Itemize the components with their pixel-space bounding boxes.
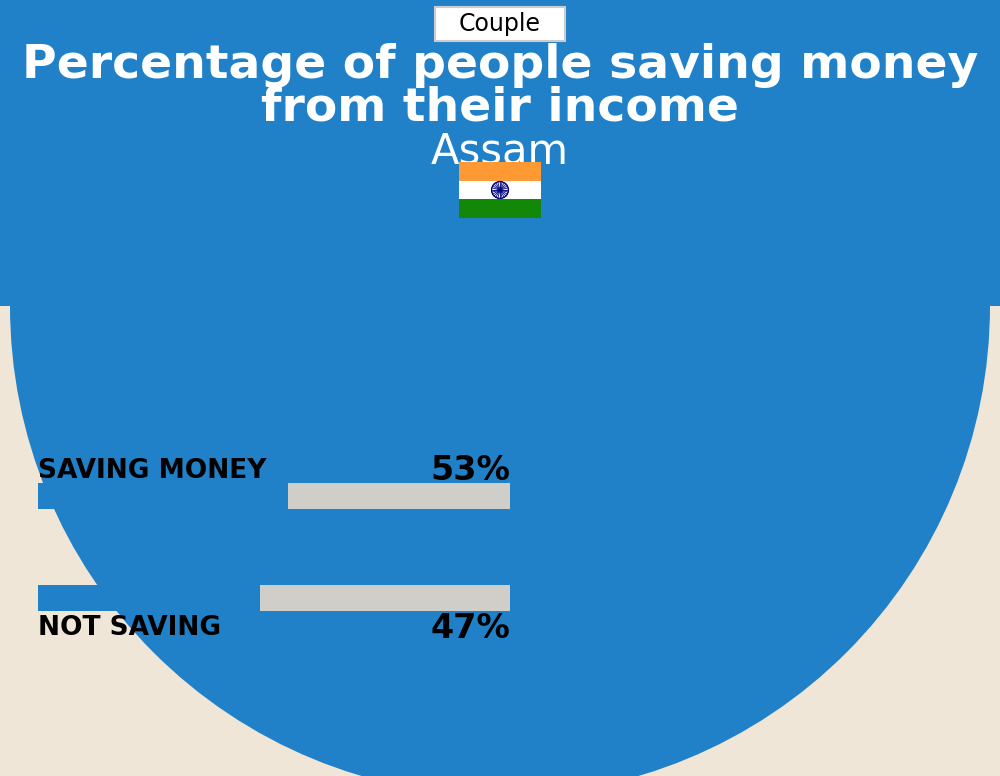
FancyBboxPatch shape — [0, 0, 1000, 306]
Text: Assam: Assam — [431, 131, 569, 173]
Text: 47%: 47% — [430, 611, 510, 645]
Bar — [38, 483, 510, 509]
Circle shape — [499, 189, 501, 191]
Circle shape — [10, 0, 990, 776]
Bar — [38, 585, 260, 611]
FancyBboxPatch shape — [435, 7, 565, 41]
Bar — [38, 585, 510, 611]
Text: 53%: 53% — [430, 455, 510, 487]
Text: SAVING MONEY: SAVING MONEY — [38, 458, 266, 484]
Text: from their income: from their income — [261, 85, 739, 130]
Text: NOT SAVING: NOT SAVING — [38, 615, 221, 641]
Bar — [38, 483, 288, 509]
Bar — [459, 162, 541, 181]
Text: Percentage of people saving money: Percentage of people saving money — [22, 43, 978, 88]
Bar — [459, 199, 541, 218]
Bar — [459, 181, 541, 199]
Text: Couple: Couple — [459, 12, 541, 36]
